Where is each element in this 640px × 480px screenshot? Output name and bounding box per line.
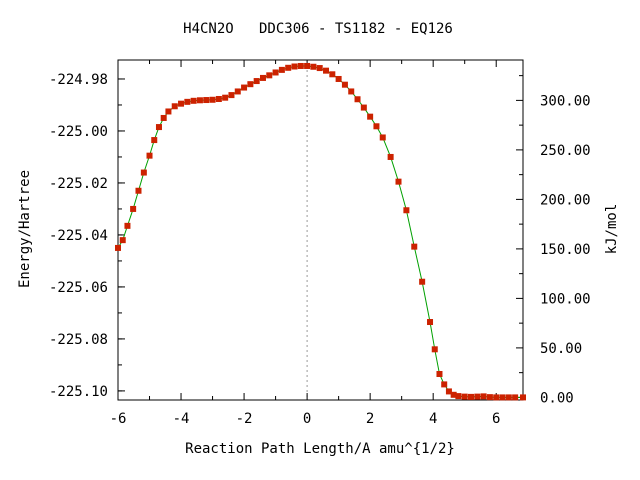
y-tick-label: -225.00 [49, 124, 108, 140]
data-point [431, 346, 438, 353]
data-point [480, 393, 487, 400]
data-point [196, 97, 203, 104]
data-point [427, 319, 434, 326]
plot-frame [117, 59, 524, 401]
data-point [278, 66, 285, 73]
y-tick-label: -224.98 [49, 72, 108, 88]
data-point [285, 64, 292, 71]
x-tick-label: 4 [429, 411, 437, 427]
data-point [178, 100, 185, 107]
data-point [297, 62, 304, 69]
x-tick-label: 6 [492, 411, 500, 427]
data-point [310, 63, 317, 70]
data-point [291, 63, 298, 70]
data-point [155, 124, 162, 131]
tick-labels: -6 -4 -2 0 2 4 6 -224.98 -225.00 -225.02 -225.04 -2… [49, 72, 591, 427]
y-tick-label: -225.02 [49, 176, 108, 192]
data-point [486, 394, 493, 401]
data-point [165, 108, 172, 115]
y2-tick-label: 100.00 [540, 291, 591, 307]
axis-ticks [117, 60, 523, 400]
data-point [203, 97, 210, 104]
data-point [348, 88, 355, 95]
data-point [323, 67, 330, 74]
data-point [184, 98, 191, 105]
data-point [160, 114, 167, 121]
data-point [115, 244, 121, 251]
data-point [209, 96, 216, 103]
data-point [387, 153, 394, 160]
x-tick-label: 2 [366, 411, 374, 427]
energy-curve [117, 65, 523, 398]
data-point [461, 393, 468, 400]
data-point [135, 187, 142, 194]
data-point [341, 81, 348, 88]
data-point [441, 381, 448, 388]
data-point [190, 97, 197, 104]
data-point [253, 78, 260, 85]
data-point [272, 69, 279, 76]
x-tick-label: -4 [173, 411, 190, 427]
data-point [329, 71, 336, 78]
data-point [367, 113, 374, 120]
data-point [215, 95, 222, 102]
data-point [335, 75, 342, 82]
data-point [316, 65, 323, 72]
y2-tick-label: 0.00 [540, 390, 574, 406]
x-tick-label: 0 [303, 411, 311, 427]
y-tick-label: -225.04 [49, 228, 108, 244]
y-tick-label: -225.10 [49, 384, 108, 400]
chart-title: H4CN2O DDC306 - TS1182 - EQ126 [183, 21, 453, 37]
data-point [419, 278, 426, 285]
data-point [304, 62, 311, 69]
data-point [119, 237, 126, 244]
data-point [266, 72, 273, 79]
data-point [450, 391, 457, 398]
data-point [130, 205, 137, 212]
y2-tick-label: 300.00 [540, 93, 591, 109]
x-tick-label: -2 [236, 411, 253, 427]
data-point [373, 123, 380, 130]
data-point [505, 394, 512, 401]
data-point [151, 137, 158, 144]
data-point [493, 394, 500, 401]
data-point [520, 394, 526, 401]
y-tick-label: -225.06 [49, 280, 108, 296]
y2-tick-label: 50.00 [540, 341, 582, 357]
y2-tick-label: 200.00 [540, 192, 591, 208]
data-point [228, 92, 235, 99]
x-tick-label: -6 [110, 411, 127, 427]
data-point [499, 394, 506, 401]
data-point [259, 74, 266, 81]
data-point [360, 104, 367, 111]
x-axis-label: Reaction Path Length/A amu^{1/2} [185, 441, 455, 457]
data-point [234, 88, 241, 95]
data-markers [115, 62, 526, 401]
data-point [146, 152, 153, 159]
data-point [455, 393, 462, 400]
data-point [445, 388, 452, 395]
data-point [171, 103, 178, 110]
y2-tick-label: 250.00 [540, 143, 591, 159]
data-point [241, 84, 248, 91]
data-point [436, 371, 443, 378]
data-point [222, 94, 229, 101]
data-point [140, 169, 147, 176]
data-point [467, 393, 474, 400]
y-axis-label: Energy/Hartree [17, 170, 33, 288]
y-tick-label: -225.08 [49, 332, 108, 348]
data-point [474, 393, 481, 400]
data-point [512, 394, 519, 401]
y2-axis-label: kJ/mol [604, 204, 620, 255]
data-point [395, 178, 402, 185]
data-point [247, 81, 254, 88]
data-point [403, 207, 410, 214]
data-point [124, 222, 131, 229]
data-point [411, 243, 418, 250]
data-point [354, 96, 361, 103]
y2-tick-label: 150.00 [540, 242, 591, 258]
data-point [379, 134, 386, 141]
